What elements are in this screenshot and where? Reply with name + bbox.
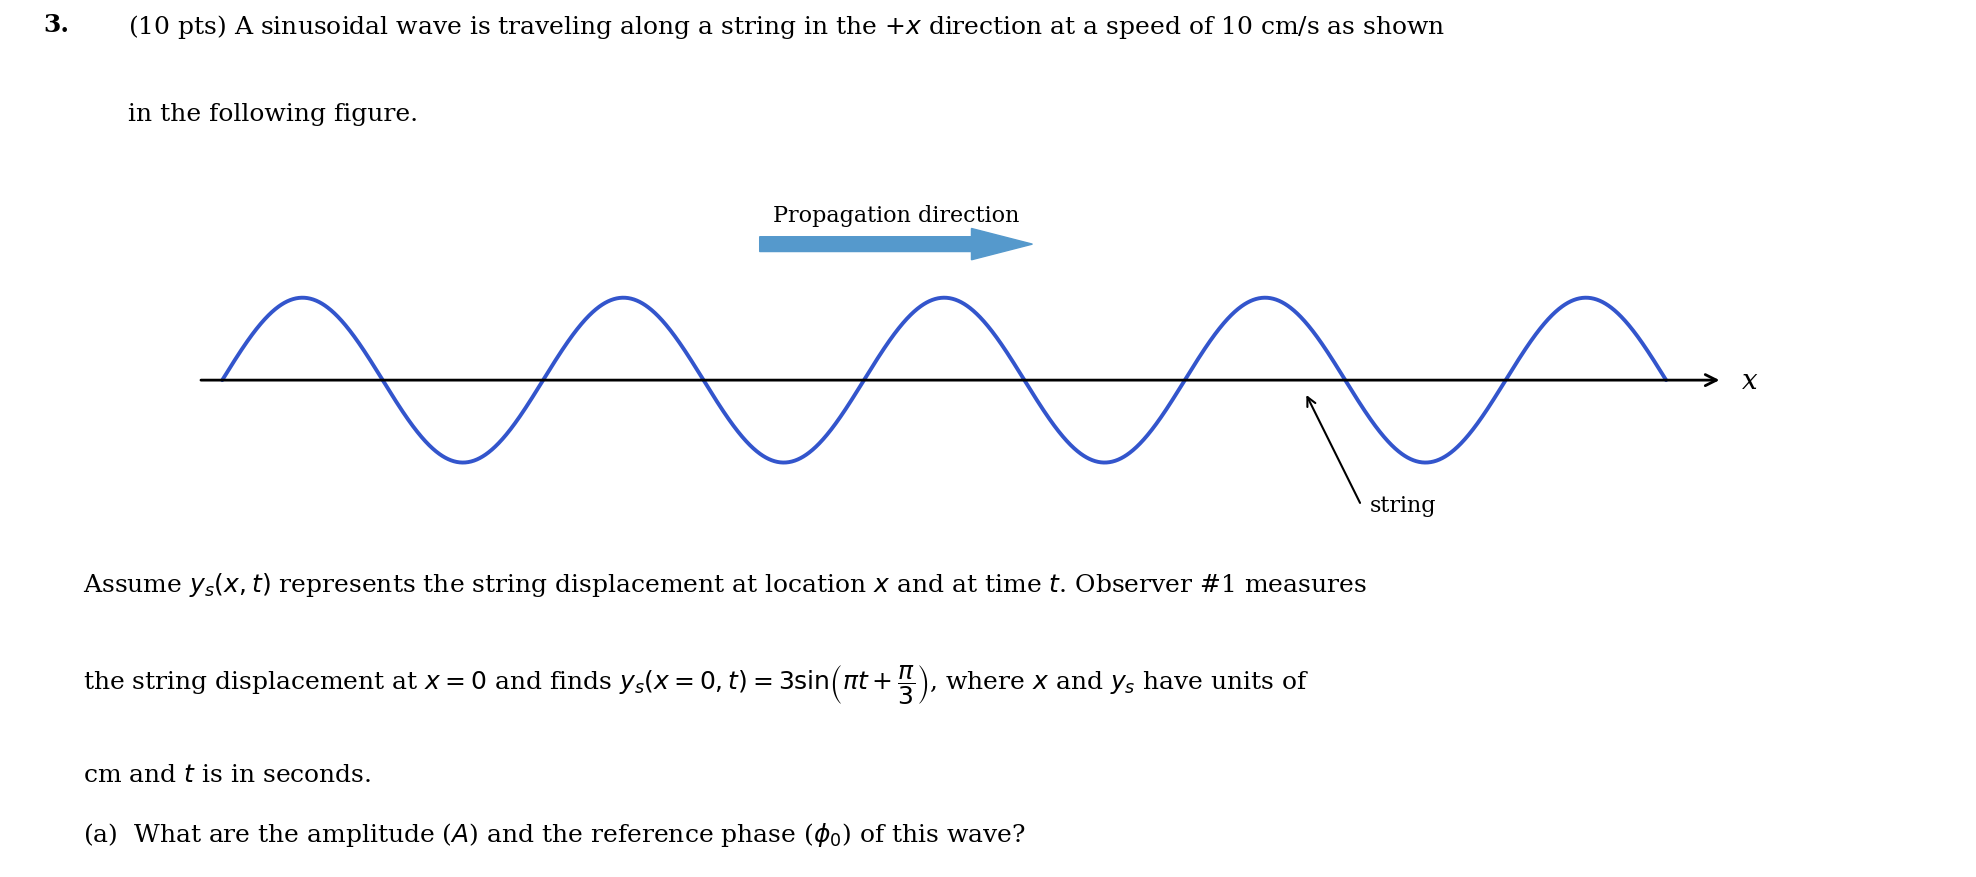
Text: x: x — [1741, 367, 1757, 394]
Text: Propagation direction: Propagation direction — [773, 204, 1020, 227]
Text: in the following figure.: in the following figure. — [128, 103, 419, 125]
Text: (10 pts) A sinusoidal wave is traveling along a string in the $+x$ direction at : (10 pts) A sinusoidal wave is traveling … — [128, 12, 1446, 40]
Text: Assume $y_s(x, t)$ represents the string displacement at location $x$ and at tim: Assume $y_s(x, t)$ represents the string… — [83, 571, 1367, 599]
Text: the string displacement at $x = 0$ and finds $y_s(x = 0, t) = 3\sin\!\left(\pi t: the string displacement at $x = 0$ and f… — [83, 662, 1310, 706]
Text: cm and $t$ is in seconds.: cm and $t$ is in seconds. — [83, 763, 371, 787]
Text: (a)  What are the amplitude ($A$) and the reference phase ($\phi_0$) of this wav: (a) What are the amplitude ($A$) and the… — [83, 820, 1026, 848]
Text: 3.: 3. — [43, 12, 69, 37]
FancyArrow shape — [759, 229, 1031, 260]
Text: string: string — [1369, 495, 1437, 517]
